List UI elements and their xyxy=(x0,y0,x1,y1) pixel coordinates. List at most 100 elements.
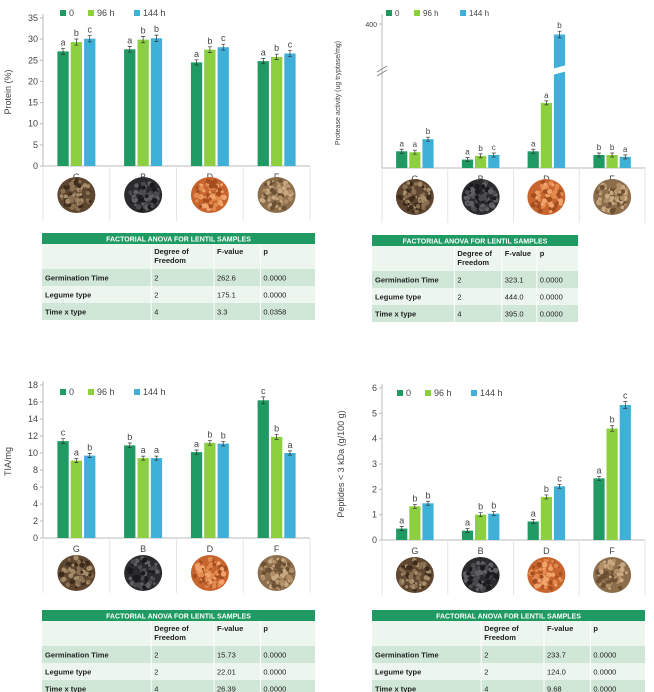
anova-row-label: Legume type xyxy=(45,291,91,300)
seed-grain xyxy=(277,202,281,206)
anova-cell: 395.0 xyxy=(505,310,524,319)
bar xyxy=(422,503,434,540)
seed-grain xyxy=(414,209,419,214)
seed-grain xyxy=(69,198,75,203)
seed-grain xyxy=(208,204,213,209)
seed-grain xyxy=(609,208,616,214)
significance-letter: b xyxy=(557,21,562,30)
seed-grain xyxy=(196,189,200,193)
significance-letter: b xyxy=(478,144,483,153)
anova-column-header: Degree of Freedom xyxy=(154,247,189,265)
seed-grain xyxy=(200,185,204,189)
seed-grain xyxy=(148,580,153,584)
significance-letter: b xyxy=(491,501,496,511)
seed-grain xyxy=(466,196,470,200)
anova-table: FACTORIAL ANOVA FOR LENTIL SAMPLES Degree… xyxy=(42,610,315,692)
seed-grain xyxy=(476,184,480,187)
seed-grain xyxy=(538,198,542,202)
seed-grain xyxy=(474,580,479,585)
seed-grain xyxy=(478,584,484,589)
anova-title: FACTORIAL ANOVA FOR LENTIL SAMPLES xyxy=(106,237,251,244)
significance-letter: b xyxy=(610,415,615,425)
anova-column-header: F-value xyxy=(217,247,243,256)
seed-grain xyxy=(598,582,602,586)
legend: 0 96 h 144 h xyxy=(397,388,503,398)
seed-grain xyxy=(599,190,603,194)
y-tick-label: 400 xyxy=(365,22,377,29)
significance-letter: c xyxy=(221,33,226,43)
significance-letter: a xyxy=(127,35,132,45)
significance-letter: b xyxy=(426,127,431,136)
seed-grain xyxy=(192,574,197,579)
bar xyxy=(553,34,566,168)
bar xyxy=(271,56,283,166)
seed-grain xyxy=(620,572,624,576)
seed-grain xyxy=(144,194,149,198)
error-bar xyxy=(465,157,470,162)
seed-grain xyxy=(475,187,479,191)
seed-grain xyxy=(80,570,84,574)
seed-grain xyxy=(619,578,624,583)
seed-grain xyxy=(480,203,485,208)
seed-grain xyxy=(550,567,553,571)
seed-grain xyxy=(211,583,217,589)
seed-grain xyxy=(274,573,280,579)
seed-B-icon xyxy=(124,176,163,214)
anova-cell: 323.1 xyxy=(505,276,524,285)
significance-letter: a xyxy=(261,48,266,58)
error-bar xyxy=(87,35,92,43)
seed-grain xyxy=(484,197,488,202)
seed-grain xyxy=(469,187,475,192)
error-bar xyxy=(544,494,549,500)
significance-letter: b xyxy=(478,502,483,512)
seed-grain xyxy=(264,190,268,194)
seed-grain xyxy=(530,571,535,576)
seed-grain xyxy=(546,559,549,562)
anova-column-header: p xyxy=(593,624,598,633)
seed-grain xyxy=(126,566,132,572)
seed-grain xyxy=(212,562,216,567)
seed-grain xyxy=(128,576,133,581)
seed-grain xyxy=(77,183,82,189)
legend-swatch xyxy=(134,10,140,16)
error-bar xyxy=(491,152,496,158)
seed-grain xyxy=(141,202,145,206)
anova-row xyxy=(372,680,645,692)
seed-grain xyxy=(463,574,468,579)
anova-title-bar xyxy=(372,235,578,246)
seed-grain xyxy=(466,571,470,576)
seed-grain xyxy=(207,557,213,562)
seed-grain xyxy=(424,566,430,572)
y-tick-label: 30 xyxy=(28,34,38,44)
anova-table: FACTORIAL ANOVA FOR LENTIL SAMPLES Degree… xyxy=(372,610,645,692)
seed-G-icon xyxy=(57,176,96,214)
seed-grain xyxy=(422,561,427,566)
anova-row xyxy=(42,680,315,692)
seed-grain xyxy=(67,558,71,561)
seed-grain xyxy=(134,197,139,202)
seed-grain xyxy=(279,576,282,580)
y-tick-label: 35 xyxy=(28,13,38,23)
seed-grain xyxy=(595,191,599,194)
bar xyxy=(606,155,618,168)
seed-grain xyxy=(147,564,151,568)
legend-swatch xyxy=(60,10,66,16)
seed-grain xyxy=(542,189,548,195)
significance-letter: a xyxy=(154,445,159,455)
seed-grain xyxy=(620,562,626,568)
y-tick-label: 0 xyxy=(372,535,377,545)
seed-grain xyxy=(151,577,156,581)
seed-grain xyxy=(598,197,602,202)
significance-letter: c xyxy=(492,143,496,152)
seed-grain xyxy=(140,571,146,576)
y-tick-label: 12 xyxy=(28,431,38,441)
anova-title-bar xyxy=(42,233,315,244)
seed-grain xyxy=(548,563,552,567)
seed-grain xyxy=(471,206,477,212)
seed-grain xyxy=(549,580,554,585)
error-bar xyxy=(154,34,159,42)
seed-grain xyxy=(550,572,555,577)
seed-grain xyxy=(415,182,419,186)
